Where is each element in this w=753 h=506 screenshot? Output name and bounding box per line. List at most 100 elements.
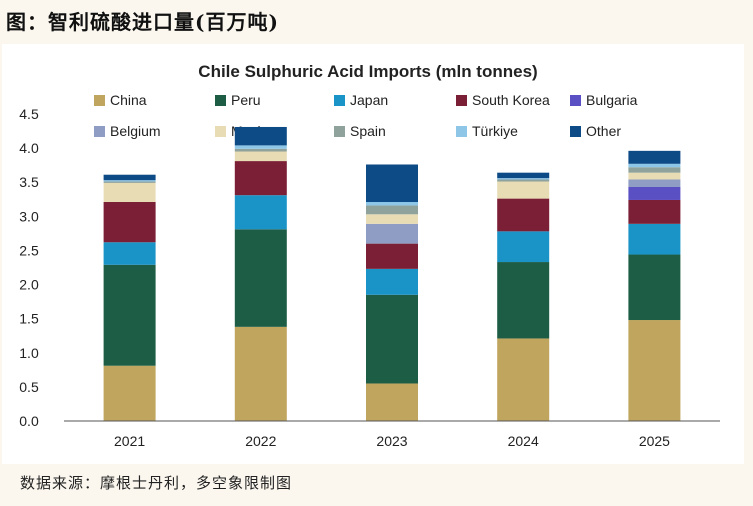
bar-segment [628,172,681,180]
bar-segment [103,365,156,421]
bar-segment [103,202,156,243]
legend-swatch [94,95,105,106]
bar-segment [103,182,156,203]
x-tick-label: 2025 [639,433,670,449]
bar-segment [234,161,287,196]
legend-label: Japan [350,92,388,108]
bar-segment [366,205,418,215]
y-axis: 0.0 0.5 1.0 1.5 2.0 2.5 3.0 3.5 4.0 4.5 [19,106,39,429]
legend-swatch [570,95,581,106]
legend-label: China [110,92,147,108]
bar-stack [497,172,550,421]
legend-swatch [456,126,467,137]
bar-segment [366,202,418,206]
bar-segment [628,199,681,224]
legend-item: China [94,92,147,108]
bar-segment [628,254,681,321]
bar-segment [628,320,681,421]
legend-label: South Korea [472,92,550,108]
legend-item: Other [570,123,621,139]
bar-segment [234,151,287,162]
bar-segment [497,198,550,232]
bar-segment [234,148,287,152]
bar-segment [628,150,681,164]
bar-segment [628,167,681,173]
bar-segment [497,178,550,180]
legend-label: Türkiye [472,123,518,139]
bar-segment [366,223,418,244]
legend-label: Spain [350,123,386,139]
y-tick-label: 1.0 [19,345,39,361]
bar-segment [103,180,156,182]
bars [103,126,681,421]
bar-segment [234,195,287,230]
legend-swatch [215,126,226,137]
x-tick-label: 2024 [508,433,539,449]
legend-label: Belgium [110,123,161,139]
bar-stack [628,150,681,421]
page-heading: 图：智利硫酸进口量(百万吨) [6,10,279,34]
y-tick-label: 0.0 [19,413,39,429]
legend-item: Bulgaria [570,92,638,108]
bar-segment [366,164,418,203]
bar-segment [497,179,550,182]
bar-segment [628,163,681,168]
bar-stack [103,174,156,421]
bar-segment [234,145,287,149]
bar-segment [497,181,550,199]
bar-segment [234,326,287,421]
x-tick-label: 2021 [114,433,145,449]
y-tick-label: 2.0 [19,277,39,293]
legend-swatch [570,126,581,137]
bar-segment [497,172,550,179]
y-tick-label: 4.5 [19,106,39,122]
y-tick-label: 0.5 [19,379,39,395]
x-tick-label: 2022 [245,433,276,449]
bar-segment [103,242,156,265]
legend-item: Spain [334,123,386,139]
legend-item: Belgium [94,123,161,139]
bar-segment [628,223,681,255]
bar-segment [497,338,550,421]
legend-swatch [456,95,467,106]
bar-stack [234,126,287,421]
y-tick-label: 1.5 [19,311,39,327]
legend-item: Türkiye [456,123,518,139]
bar-segment [366,383,418,421]
legend-swatch [94,126,105,137]
y-tick-label: 2.5 [19,242,39,258]
legend-item: South Korea [456,92,550,108]
y-tick-label: 4.0 [19,140,39,156]
y-tick-label: 3.0 [19,208,39,224]
bar-segment [628,179,681,187]
x-axis: 2021 2022 2023 2024 2025 [64,420,720,449]
legend-swatch [334,126,345,137]
bar-segment [366,268,418,295]
bar-segment [103,181,156,183]
bar-segment [234,229,287,327]
chart-title: Chile Sulphuric Acid Imports (mln tonnes… [198,62,537,81]
source-note: 数据来源：摩根士丹利，多空象限制图 [20,474,293,492]
legend-label: Peru [231,92,261,108]
legend-swatch [334,95,345,106]
legend: China Peru Japan South Korea Bulgaria Belgium… [94,92,638,139]
x-tick-label: 2023 [376,433,407,449]
bar-segment [366,294,418,384]
bar-segment [497,262,550,339]
bar-segment [234,126,287,146]
bar-segment [103,174,156,181]
bar-segment [628,186,681,200]
legend-label: Bulgaria [586,92,638,108]
legend-item: Peru [215,92,261,108]
bar-segment [497,231,550,263]
bar-segment [366,214,418,224]
bar-segment [366,243,418,269]
legend-swatch [215,95,226,106]
chart-panel: Chile Sulphuric Acid Imports (mln tonnes… [2,44,744,464]
stacked-bar-chart: Chile Sulphuric Acid Imports (mln tonnes… [19,62,720,449]
legend-item: Japan [334,92,388,108]
legend-label: Other [586,123,621,139]
y-tick-label: 3.5 [19,174,39,190]
bar-stack [366,164,418,421]
bar-segment [103,264,156,366]
